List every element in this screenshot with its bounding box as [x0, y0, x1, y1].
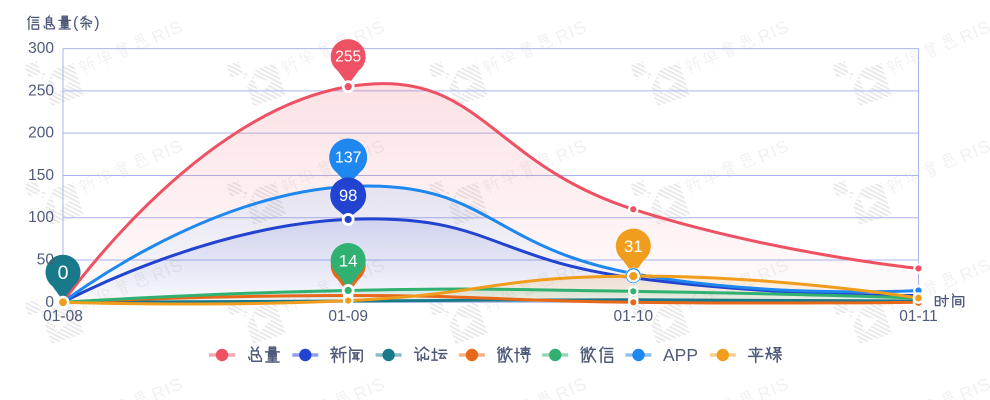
- svg-text:31: 31: [624, 237, 643, 256]
- svg-text:(: (: [73, 15, 79, 32]
- svg-text:01-08: 01-08: [43, 308, 83, 325]
- svg-text:0: 0: [45, 294, 54, 311]
- svg-text:137: 137: [335, 149, 362, 166]
- svg-text:250: 250: [28, 82, 54, 99]
- svg-text:01-09: 01-09: [328, 308, 368, 325]
- svg-text:APP: APP: [663, 345, 698, 365]
- svg-text:01-11: 01-11: [899, 308, 938, 325]
- svg-text:): ): [94, 15, 99, 32]
- svg-text:98: 98: [339, 187, 357, 205]
- svg-text:200: 200: [28, 125, 54, 142]
- svg-text:0: 0: [58, 262, 69, 284]
- svg-text:300: 300: [28, 40, 54, 57]
- svg-text:255: 255: [335, 49, 361, 66]
- svg-text:50: 50: [37, 252, 55, 269]
- svg-text:14: 14: [339, 251, 358, 270]
- svg-text:100: 100: [28, 209, 54, 226]
- svg-text:150: 150: [28, 167, 54, 184]
- svg-text:01-10: 01-10: [613, 308, 653, 325]
